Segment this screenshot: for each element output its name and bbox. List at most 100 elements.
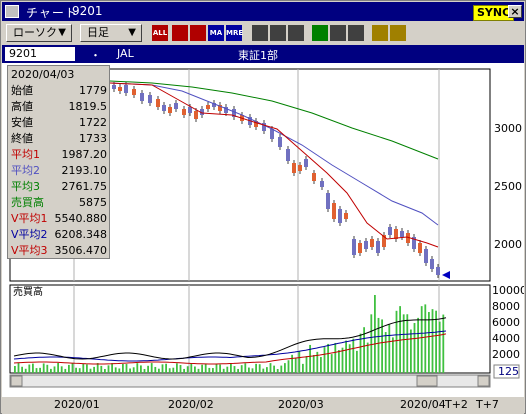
panel-row-label: V平均1 <box>11 212 48 225</box>
chevron-down-icon: ▼ <box>58 27 66 38</box>
candle-body <box>304 159 308 167</box>
ma-icon[interactable]: MA <box>208 25 224 41</box>
volume-bar <box>413 322 416 373</box>
candle-body <box>254 121 258 127</box>
zoom-icon[interactable] <box>252 25 268 41</box>
scroll-thumb <box>416 375 438 387</box>
code-input[interactable]: 9201 <box>5 47 75 61</box>
panel-row-label: 安値 <box>11 116 33 129</box>
key-icon[interactable] <box>372 25 388 41</box>
volume-bar <box>438 321 441 373</box>
candle-body <box>394 229 398 239</box>
scroll-value: 125 <box>498 365 519 378</box>
volume-bar <box>179 365 182 373</box>
panel-row-value: 1733 <box>79 132 107 145</box>
candle-body <box>232 109 236 117</box>
volume-bar <box>132 367 135 373</box>
volume-bar <box>345 340 347 373</box>
volume-bar <box>244 363 247 373</box>
market-name: 東証1部 <box>238 49 278 62</box>
volume-bar <box>248 367 250 373</box>
candle-body <box>148 95 152 103</box>
candle-body <box>182 109 186 115</box>
candle-body <box>262 123 266 131</box>
candle-body <box>400 231 404 237</box>
indicator-icon[interactable] <box>288 25 304 41</box>
candle-body <box>436 267 440 275</box>
panel-row-value: 1987.20 <box>61 148 108 161</box>
volume-bar <box>251 368 254 373</box>
volume-bar <box>341 347 344 373</box>
volume-bar <box>399 306 401 373</box>
x-label-mar: 2020/03 <box>278 398 324 411</box>
volume-bar <box>71 363 74 373</box>
volume-bar <box>183 368 185 373</box>
candle-body <box>388 227 392 235</box>
x-label-t7: T+7 <box>476 398 499 411</box>
volume-bar <box>240 365 243 373</box>
volume-bar <box>57 363 59 373</box>
volume-bar <box>266 367 268 373</box>
all-icon[interactable]: ALL <box>152 25 168 41</box>
volume-bar <box>359 333 362 373</box>
volume-bar <box>377 317 380 373</box>
volume-bar <box>89 368 92 373</box>
volume-bar <box>402 314 405 373</box>
volume-axis-label: 4000 <box>492 332 520 345</box>
eraser-icon[interactable] <box>348 25 364 41</box>
candle-body <box>320 181 324 187</box>
candle-body <box>140 93 144 101</box>
bar-icon[interactable] <box>172 25 188 41</box>
candle-icon[interactable] <box>190 25 206 41</box>
pointer-icon[interactable] <box>330 25 346 41</box>
volume-bar <box>309 344 311 373</box>
volume-bar <box>280 365 283 373</box>
candle-body <box>370 239 374 247</box>
panel-row-label: 終値 <box>11 132 33 145</box>
candle-body <box>278 137 282 147</box>
volume-bar <box>420 306 423 373</box>
volume-bar <box>330 354 333 373</box>
volume-bar <box>64 368 67 373</box>
candle-body <box>412 237 416 249</box>
candle-body <box>312 173 316 181</box>
title-bar: チャート 9201 SYNC × <box>2 2 524 21</box>
volume-bar <box>147 365 149 373</box>
panel-row-value: 1779 <box>79 84 107 97</box>
volume-ma1-line <box>13 317 447 360</box>
pen-icon[interactable] <box>312 25 328 41</box>
volume-bar <box>370 314 373 373</box>
volume-bar <box>93 366 95 373</box>
panel-row-value: 1722 <box>79 116 107 129</box>
volume-bar <box>384 332 387 373</box>
volume-bar <box>388 324 391 373</box>
volume-bar <box>194 366 196 373</box>
volume-bar <box>226 366 229 373</box>
volume-bar <box>269 363 272 373</box>
window-title: チャート <box>26 6 78 20</box>
settings-icon[interactable] <box>270 25 286 41</box>
volume-bar <box>39 367 41 373</box>
mre-icon[interactable]: MRE <box>226 25 243 41</box>
candle-body <box>162 105 166 111</box>
volume-bar <box>302 363 304 373</box>
volume-bar <box>154 366 157 373</box>
candle-body <box>344 213 348 219</box>
volume-bar <box>204 363 207 373</box>
candle-body <box>194 111 198 119</box>
volume-bar <box>176 363 178 373</box>
sync-button[interactable]: SYNC <box>473 5 515 21</box>
volume-bar <box>17 363 20 373</box>
volume-bar <box>158 368 160 373</box>
volume-bar <box>348 344 351 373</box>
fib-icon[interactable] <box>390 25 406 41</box>
volume-bar <box>190 363 193 373</box>
close-button[interactable]: × <box>508 5 522 18</box>
volume-bar <box>230 363 232 373</box>
period-dropdown[interactable]: 日足 ▼ <box>80 24 142 42</box>
x-label-apr: 2020/04 <box>400 398 446 411</box>
chart-type-dropdown[interactable]: ローソク ▼ <box>6 24 72 42</box>
candle-body <box>188 107 192 113</box>
chevron-down-icon: ▼ <box>128 27 136 38</box>
